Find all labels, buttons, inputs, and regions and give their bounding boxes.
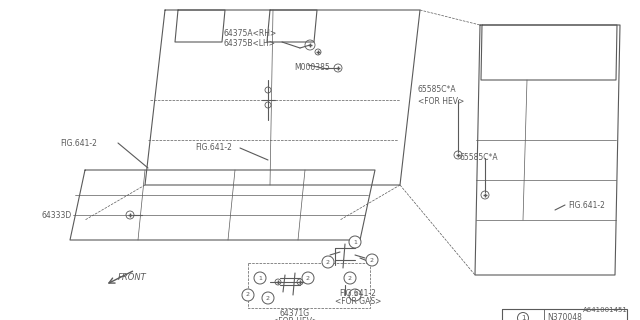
Bar: [502, 309, 627, 320]
Text: 2: 2: [370, 258, 374, 262]
Circle shape: [242, 289, 254, 301]
Text: 2: 2: [326, 260, 330, 265]
Text: 65585C*A: 65585C*A: [460, 154, 499, 163]
Text: FRONT: FRONT: [118, 274, 147, 283]
Text: 2: 2: [266, 295, 270, 300]
Circle shape: [344, 272, 356, 284]
Circle shape: [349, 236, 361, 248]
Circle shape: [302, 272, 314, 284]
Circle shape: [518, 313, 529, 320]
Text: N370048: N370048: [548, 314, 582, 320]
Text: 1: 1: [258, 276, 262, 281]
Text: <FOR GAS>: <FOR GAS>: [335, 298, 381, 307]
Text: 64375B<LH>: 64375B<LH>: [224, 39, 276, 49]
Circle shape: [322, 256, 334, 268]
Circle shape: [349, 289, 361, 301]
Text: 2: 2: [306, 276, 310, 281]
Circle shape: [254, 272, 266, 284]
Text: 2: 2: [246, 292, 250, 298]
Text: A641001451: A641001451: [583, 307, 628, 313]
Text: 1: 1: [353, 239, 357, 244]
Text: FIG.641-2: FIG.641-2: [195, 143, 232, 153]
Text: 64371G: 64371G: [280, 308, 310, 317]
Text: M000385: M000385: [294, 63, 330, 73]
Text: <FOR HEV>: <FOR HEV>: [272, 316, 318, 320]
Text: 2: 2: [348, 276, 352, 281]
Text: 65585C*A: 65585C*A: [418, 85, 456, 94]
Text: 64333D: 64333D: [42, 211, 72, 220]
Text: FIG.641-2: FIG.641-2: [60, 139, 97, 148]
Text: <FOR HEV>: <FOR HEV>: [418, 97, 464, 106]
Text: 1: 1: [521, 315, 525, 320]
Text: 2: 2: [353, 292, 357, 298]
Circle shape: [366, 254, 378, 266]
Text: FIG.641-2: FIG.641-2: [340, 289, 376, 298]
Text: FIG.641-2: FIG.641-2: [568, 201, 605, 210]
Text: 64375A<RH>: 64375A<RH>: [224, 28, 277, 37]
Circle shape: [262, 292, 274, 304]
